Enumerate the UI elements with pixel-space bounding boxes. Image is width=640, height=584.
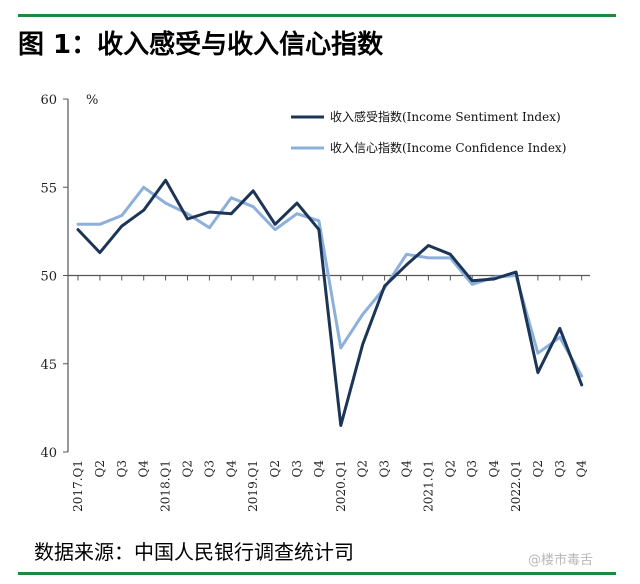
x-tick-label: 2022.Q1 <box>509 460 523 512</box>
y-tick-label: 60 <box>40 93 57 108</box>
x-tick-label: 2018.Q1 <box>159 460 173 512</box>
x-tick-label: Q3 <box>553 460 567 477</box>
x-tick-label: Q3 <box>465 460 479 477</box>
bottom-rule <box>18 572 616 575</box>
x-tick-label: Q3 <box>115 460 129 477</box>
x-tick-label: Q3 <box>378 460 392 477</box>
x-tick-label: Q2 <box>356 460 370 477</box>
x-tick-label: 2020.Q1 <box>334 460 348 512</box>
x-tick-label: Q3 <box>290 460 304 477</box>
y-tick-label: 55 <box>40 181 57 196</box>
x-tick-label: Q2 <box>268 460 282 477</box>
y-unit-label: % <box>86 93 98 108</box>
x-tick-label: 2019.Q1 <box>246 460 260 512</box>
y-tick-label: 50 <box>40 270 57 285</box>
watermark: @楼市毒舌 <box>528 553 594 568</box>
series-line-income-confidence <box>76 185 584 378</box>
x-tick-label: 2017.Q1 <box>71 460 85 512</box>
legend-label-income-sentiment: 收入感受指数(Income Sentiment Index) <box>330 109 561 124</box>
x-tick-label: Q4 <box>224 460 238 478</box>
y-tick-label: 45 <box>40 358 57 373</box>
x-tick-label: Q2 <box>181 460 195 477</box>
series-line-income-sentiment <box>76 178 584 427</box>
legend-label-income-confidence: 收入信心指数(Income Confidence Index) <box>330 140 566 155</box>
x-tick-label: Q4 <box>487 460 501 478</box>
x-tick-label: 2021.Q1 <box>421 460 435 512</box>
x-tick-label: Q2 <box>443 460 457 477</box>
top-rule <box>18 14 616 17</box>
x-tick-label: Q4 <box>312 460 326 478</box>
figure-title: 图 1：收入感受与收入信心指数 <box>18 30 384 60</box>
x-tick-label: Q2 <box>93 460 107 477</box>
x-tick-label: Q3 <box>202 460 216 477</box>
x-tick-label: Q4 <box>137 460 151 478</box>
x-tick-label: Q4 <box>575 460 589 478</box>
x-tick-label: Q4 <box>400 460 414 478</box>
x-tick-label: Q2 <box>531 460 545 477</box>
y-tick-label: 40 <box>40 446 57 461</box>
data-source: 数据来源：中国人民银行调查统计司 <box>34 540 354 564</box>
